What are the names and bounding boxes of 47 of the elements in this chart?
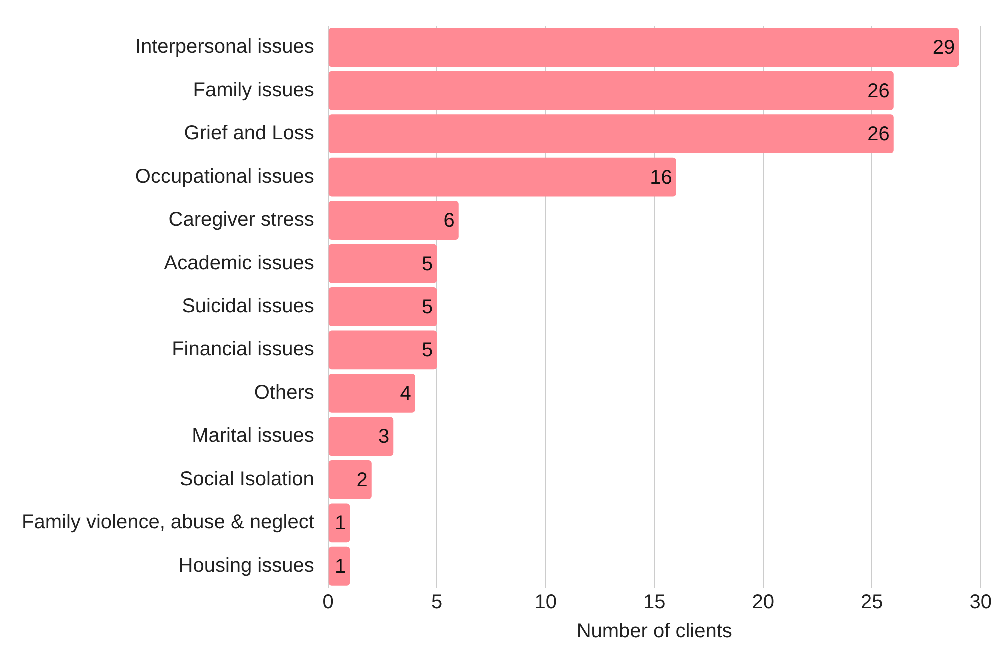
y-tick-label: Grief and Loss: [184, 122, 314, 145]
bar: [328, 288, 438, 326]
y-tick-label: Caregiver stress: [168, 209, 314, 232]
bar: [328, 71, 894, 110]
y-tick-label: Family violence, abuse & neglect: [22, 512, 315, 534]
y-tick-label: Occupational issues: [135, 166, 314, 188]
y-tick-label: Family issues: [193, 79, 314, 102]
bar: [328, 158, 676, 197]
data-label: 16: [650, 166, 672, 189]
y-tick-label: Financial issues: [172, 338, 314, 361]
bar: [328, 244, 438, 284]
y-tick-label: Housing issues: [178, 554, 314, 577]
data-label: 2: [356, 469, 368, 492]
data-label: 3: [378, 426, 390, 448]
y-tick-label: Suicidal issues: [182, 296, 314, 318]
x-tick-label: 15: [644, 592, 666, 614]
x-tick-label: 10: [534, 592, 557, 614]
data-label: 5: [422, 296, 434, 319]
bar: [328, 28, 960, 68]
bar: [328, 114, 894, 154]
bar: [328, 460, 372, 500]
data-label: 26: [868, 124, 890, 146]
y-tick-label: Academic issues: [164, 252, 314, 274]
data-label: 26: [868, 80, 890, 102]
bar: [328, 417, 394, 456]
x-tick-label: 25: [861, 592, 884, 614]
bar: [328, 546, 350, 586]
bar: [328, 201, 459, 240]
data-label: 1: [335, 556, 346, 578]
bar: [328, 374, 416, 413]
x-axis-title: Number of clients: [576, 620, 732, 643]
x-tick-label: 5: [432, 592, 443, 614]
data-label: 1: [335, 512, 346, 535]
x-tick-label: 30: [970, 592, 992, 614]
y-tick-label: Interpersonal issues: [135, 36, 314, 58]
data-label: 5: [422, 340, 434, 362]
data-label: 29: [932, 37, 956, 60]
data-label: 4: [400, 382, 412, 405]
y-tick-label: Marital issues: [192, 425, 314, 448]
y-tick-label: Others: [254, 382, 314, 404]
bar: [328, 330, 438, 370]
data-label: 5: [422, 253, 434, 276]
data-label: 6: [444, 210, 455, 232]
y-tick-label: Social Isolation: [180, 468, 314, 490]
x-tick-label: 0: [322, 592, 334, 614]
bar: [328, 504, 350, 543]
x-tick-label: 20: [752, 592, 774, 614]
